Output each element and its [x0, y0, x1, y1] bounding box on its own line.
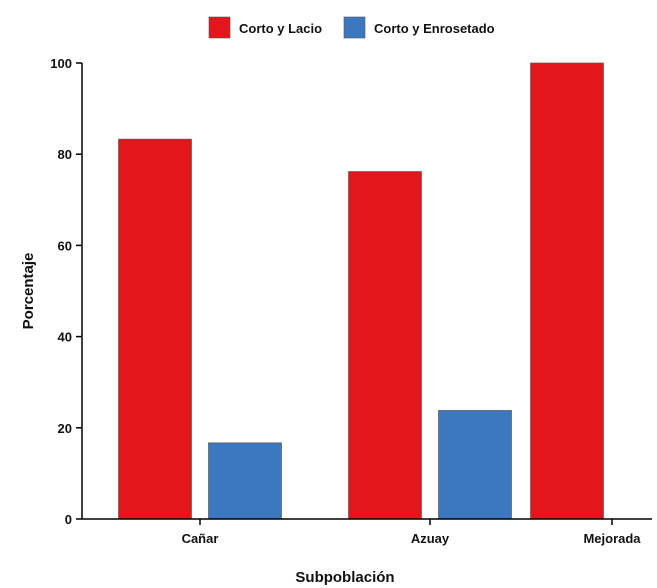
y-tick-label: 80 — [58, 147, 72, 162]
x-axis-ticks: Cañar Azuay Mejorada — [182, 519, 641, 546]
legend: Corto y Lacio Corto y Enrosetado — [208, 16, 495, 39]
legend-swatch-corto-y-enrosetado — [343, 16, 366, 39]
y-tick-label: 60 — [58, 238, 72, 253]
bar-azuay-series-1 — [348, 171, 422, 520]
bar-cañar-series-1 — [118, 138, 192, 520]
bar-cañar-series-2 — [208, 442, 282, 520]
y-tick-label: 40 — [58, 330, 72, 345]
legend-label-corto-y-enrosetado: Corto y Enrosetado — [374, 21, 495, 36]
bars — [118, 62, 604, 520]
x-tick-label: Azuay — [411, 531, 450, 546]
y-axis-title: Porcentaje — [20, 253, 37, 330]
x-axis-title: Subpoblación — [295, 569, 394, 586]
y-axis-ticks: 0 20 40 60 80 100 — [50, 56, 82, 527]
y-tick-label: 0 — [65, 512, 72, 527]
legend-swatch-corto-y-lacio — [208, 16, 231, 39]
legend-label-corto-y-lacio: Corto y Lacio — [239, 21, 322, 36]
bar-mejorada-series-1 — [530, 62, 604, 520]
x-tick-label: Mejorada — [583, 531, 641, 546]
y-tick-label: 100 — [50, 56, 72, 71]
y-tick-label: 20 — [58, 421, 72, 436]
x-tick-label: Cañar — [182, 531, 219, 546]
bar-azuay-series-2 — [438, 410, 512, 520]
